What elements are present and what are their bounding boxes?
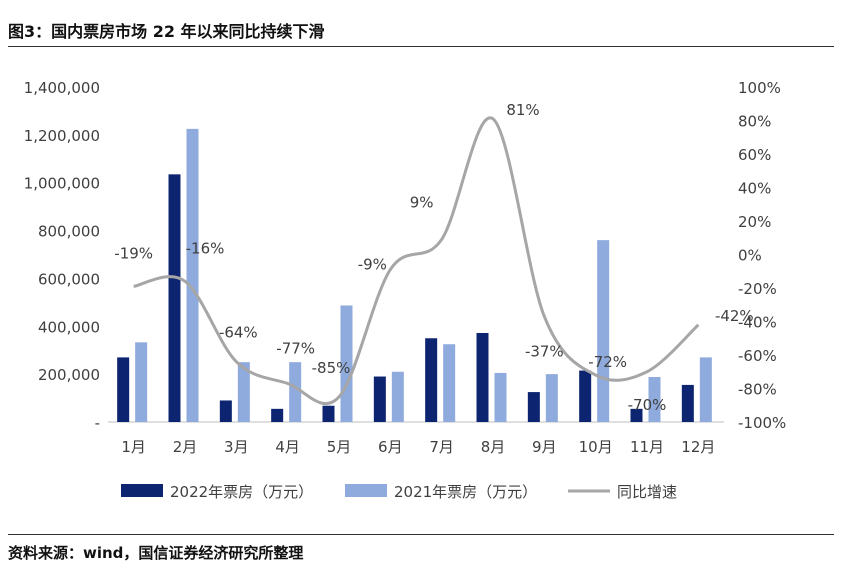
- yoy-data-label: -42%: [715, 307, 754, 325]
- x-tick-label: 10月: [579, 438, 613, 456]
- yoy-data-label: -9%: [358, 256, 387, 274]
- y-right-tick-label: 20%: [738, 213, 771, 231]
- y-left-tick-label: -: [95, 414, 100, 432]
- x-tick-label: 8月: [481, 438, 506, 456]
- yoy-data-label: -85%: [312, 359, 351, 377]
- bar-2021: [135, 342, 148, 422]
- bars-layer: [117, 128, 712, 422]
- y-left-tick-label: 800,000: [38, 223, 100, 241]
- yoy-data-label: -37%: [525, 342, 564, 360]
- bar-2022: [527, 392, 540, 422]
- bar-2021: [186, 128, 199, 422]
- bar-2022: [373, 376, 386, 422]
- bar-2021: [545, 374, 558, 422]
- source-note: 资料来源：wind，国信证券经济研究所整理: [8, 544, 304, 562]
- yoy-data-label: 81%: [506, 101, 539, 119]
- y-right-tick-label: -40%: [738, 314, 777, 332]
- bar-2022: [681, 384, 694, 422]
- y-left-tick-label: 200,000: [38, 366, 100, 384]
- y-right-tick-label: 40%: [738, 180, 771, 198]
- bar-2022: [117, 357, 130, 422]
- bar-2022: [476, 332, 489, 422]
- y-left-tick-label: 1,000,000: [24, 175, 100, 193]
- legend-label-2021: 2021年票房（万元）: [394, 483, 537, 501]
- y-right-tick-label: -80%: [738, 381, 777, 399]
- y-right-tick-label: 0%: [738, 247, 762, 265]
- bar-2021: [237, 362, 250, 422]
- yoy-data-label: -16%: [186, 239, 225, 257]
- y-left-tick-label: 1,200,000: [24, 127, 100, 145]
- x-tick-label: 12月: [681, 438, 715, 456]
- y-left-tick-label: 1,400,000: [24, 79, 100, 97]
- x-tick-label: 4月: [275, 438, 300, 456]
- bar-2022: [219, 400, 232, 422]
- bar-2021: [443, 344, 456, 422]
- legend-swatch-2021: [345, 484, 387, 497]
- x-tick-label: 1月: [121, 438, 146, 456]
- y-right-tick-label: 100%: [738, 79, 781, 97]
- legend: 2022年票房（万元） 2021年票房（万元） 同比增速: [121, 483, 677, 501]
- legend-swatch-2022: [121, 484, 163, 497]
- y-left-tick-label: 600,000: [38, 270, 100, 288]
- bar-2021: [494, 372, 507, 422]
- bar-2022: [425, 338, 438, 422]
- bar-2022: [630, 408, 643, 422]
- yoy-data-label: -77%: [276, 339, 315, 357]
- x-tick-label: 11月: [630, 438, 664, 456]
- title-rule: [8, 46, 834, 47]
- x-tick-label: 7月: [429, 438, 454, 456]
- x-tick-label: 2月: [173, 438, 198, 456]
- yoy-growth-line: [133, 116, 700, 406]
- y-right-tick-label: 80%: [738, 113, 771, 131]
- bar-2021: [699, 357, 712, 422]
- figure-title: 图3：国内票房市场 22 年以来同比持续下滑: [8, 22, 325, 41]
- bar-2021: [391, 371, 404, 422]
- bar-2021: [597, 240, 610, 422]
- y-left-tick-label: 400,000: [38, 318, 100, 336]
- data-labels-layer: -19% -16% -64% -77% -85% -9% 9% 81% -37% -72% -70%…: [114, 101, 753, 414]
- yoy-data-label: -64%: [219, 324, 258, 342]
- yoy-data-label: -70%: [628, 396, 667, 414]
- footer-rule: [8, 534, 834, 535]
- yoy-data-label: -72%: [588, 353, 627, 371]
- yoy-data-label: -19%: [114, 244, 153, 262]
- x-tick-label: 3月: [224, 438, 249, 456]
- axes-layer: - 200,000 400,000 600,000 800,000 1,000,000 1,…: [24, 79, 787, 456]
- bar-2022: [168, 174, 181, 422]
- line-layer: [133, 116, 700, 406]
- y-right-tick-label: -60%: [738, 347, 777, 365]
- y-right-tick-label: 60%: [738, 146, 771, 164]
- yoy-data-label: 9%: [410, 193, 434, 211]
- x-tick-label: 6月: [378, 438, 403, 456]
- legend-label-2022: 2022年票房（万元）: [170, 483, 313, 501]
- y-right-tick-label: -20%: [738, 280, 777, 298]
- y-right-tick-label: -100%: [738, 414, 786, 432]
- bar-2022: [322, 405, 335, 422]
- bar-2022: [579, 370, 592, 422]
- bar-2021: [648, 377, 661, 422]
- x-tick-label: 9月: [532, 438, 557, 456]
- bar-2021: [289, 362, 302, 422]
- x-tick-label: 5月: [327, 438, 352, 456]
- legend-label-yoy: 同比增速: [617, 483, 677, 501]
- bar-2022: [271, 408, 284, 422]
